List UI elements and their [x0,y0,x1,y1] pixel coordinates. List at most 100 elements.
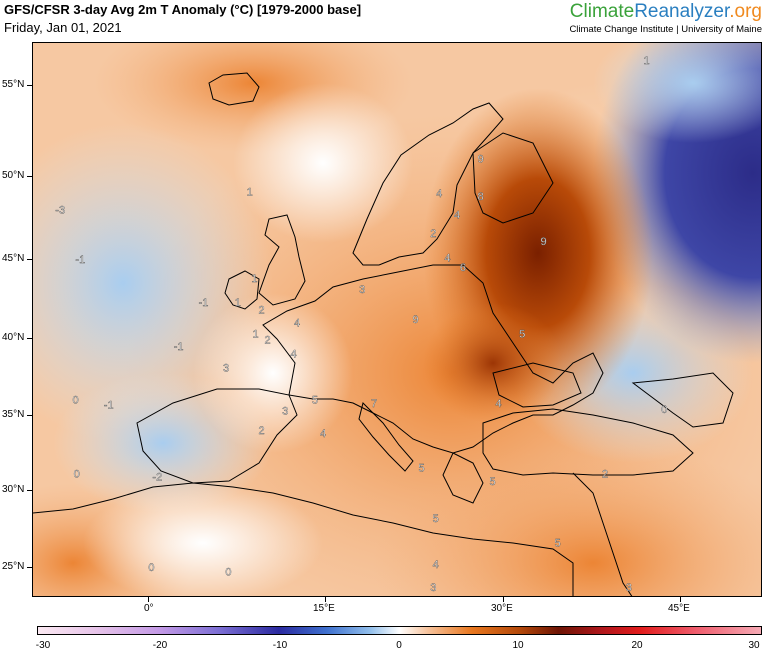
contour-label: 5 [312,395,318,407]
lon-tick-30e [503,597,504,602]
contour-label: 3 [223,362,229,374]
anomaly-map[interactable]: -319148-3429-14613-11249152-1430-1537402… [32,42,762,597]
lat-tick-55 [27,85,32,86]
lon-label-30e: 30°E [491,603,513,614]
colorbar-label-0: 0 [396,640,402,651]
contour-label: 5 [555,537,561,549]
contour-label: 9 [478,153,484,165]
colorbar-label-20: 20 [631,640,643,651]
lat-label-35: 35°N [2,409,25,420]
colorbar-label-10: 10 [512,640,524,651]
contour-label: 0 [661,404,667,416]
lat-tick-30 [27,490,32,491]
contour-label: 0 [148,562,154,574]
map-date: Friday, Jan 01, 2021 [4,20,122,35]
ireland-outline [224,270,260,310]
contour-label: 9 [540,236,546,248]
lat-label-40: 40°N [2,332,25,343]
contour-label: 2 [258,305,264,317]
contour-label: 8 [478,191,484,203]
contour-label: 2 [430,228,436,240]
lon-tick-45e [680,597,681,602]
contour-label: -1 [75,254,85,266]
contour-label: 7 [371,398,377,410]
contour-label: 0 [225,567,231,579]
brand-subtitle: Climate Change Institute | University of… [569,24,762,35]
contour-label: 2 [602,469,608,481]
lat-label-30: 30°N [2,484,25,495]
contour-label: 2 [258,425,264,437]
lat-label-50: 50°N [2,170,25,181]
levant-coast [572,472,633,596]
contour-label: -1 [174,341,184,353]
colorbar-label-30: 30 [748,640,760,651]
lat-tick-25 [27,567,32,568]
contour-label: 4 [433,559,439,571]
lon-tick-0 [148,597,149,602]
europe-mainland-outline [262,264,604,454]
colorbar [37,626,762,635]
contour-label: -1 [104,399,114,411]
lat-label-45: 45°N [2,253,25,264]
contour-labels: -319148-3429-14613-11249152-1430-1537402… [55,55,667,594]
italy-outline [358,402,414,472]
contour-label: 4 [294,317,300,329]
contour-label: 1 [247,186,253,198]
colorbar-label-neg10: -10 [272,640,288,651]
lat-tick-35 [27,415,32,416]
lon-label-15e: 15°E [313,603,335,614]
contour-label: 2 [264,335,270,347]
contour-label: 4 [495,398,501,410]
lat-label-55: 55°N [2,79,25,90]
contour-label: 6 [460,262,466,274]
colorbar-label-neg30: -30 [35,640,51,651]
contour-label: 4 [444,253,450,265]
contour-label: 9 [412,314,418,326]
lon-tick-15e [325,597,326,602]
contour-label: 5 [418,463,424,475]
brand-part-reanalyzer: Reanalyzer [634,1,730,22]
map-title: GFS/CFSR 3-day Avg 2m T Anomaly (°C) [19… [4,2,362,17]
contour-label: 5 [519,328,525,340]
lon-label-45e: 45°E [668,603,690,614]
neutral-anomaly-north-sea [233,83,413,243]
contour-label: -1 [199,297,209,309]
coastlines [33,72,734,596]
contour-label: 1 [251,273,257,285]
contour-label: 5 [433,513,439,525]
finland-outline [472,132,554,224]
contour-label: 4 [290,349,296,361]
contour-label: 3 [282,406,288,418]
colorbar-label-neg20: -20 [152,640,168,651]
contour-label: -2 [152,472,162,484]
contour-label: 4 [436,188,442,200]
caspian-outline [631,372,734,428]
contour-label: 1 [235,297,241,309]
scandinavia-outline [352,102,504,266]
contour-label: 3 [430,582,436,594]
contour-label: 3 [359,284,365,296]
lat-tick-50 [27,176,32,177]
brand-part-org: .org [729,1,762,22]
north-africa-coast [33,482,574,596]
neutral-anomaly-france [193,293,353,453]
map-svg: -319148-3429-14613-11249152-1430-1537402… [33,43,761,596]
lat-label-25: 25°N [2,561,25,572]
contour-label: 5 [490,476,496,488]
lat-tick-40 [27,338,32,339]
contour-label: 3 [626,582,632,594]
cool-anomaly-arctic [593,43,761,143]
brand-logo[interactable]: ClimateReanalyzer.org [570,1,762,23]
contour-label: 1 [644,55,650,67]
britain-outline [258,214,306,306]
contour-label: -3 [55,205,65,217]
contour-label: 0 [73,395,79,407]
contour-label: 0 [74,469,80,481]
greece-outline [442,452,484,504]
lat-tick-45 [27,259,32,260]
iberia-outline [136,388,298,484]
brand-part-climate: Climate [569,1,635,22]
lon-label-0: 0° [144,603,154,614]
neutral-anomaly-sahara [83,483,323,596]
contour-label: 4 [320,428,326,440]
